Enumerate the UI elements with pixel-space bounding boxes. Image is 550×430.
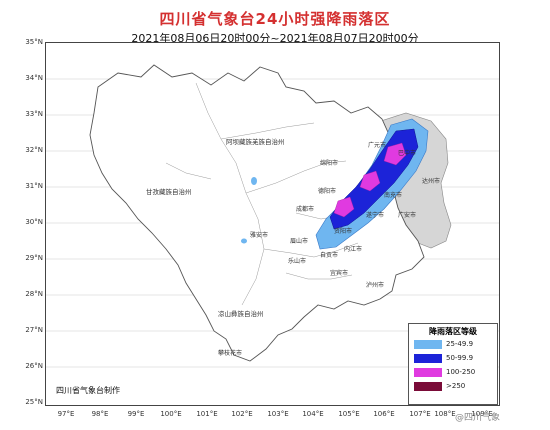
legend-swatch (414, 368, 442, 377)
city-label: 广元市 (368, 142, 387, 149)
lat-tick: 27°N (25, 326, 43, 334)
legend-title: 降雨落区等级 (429, 327, 477, 336)
sichuan-province-shape (89, 64, 425, 362)
lake-shape (241, 238, 247, 244)
city-label: 雅安市 (250, 232, 269, 239)
legend-swatch (414, 354, 442, 363)
lat-tick: 25°N (25, 398, 43, 406)
city-label: 德阳市 (318, 188, 337, 195)
legend-label: 100-250 (446, 368, 476, 376)
city-label: 攀枝花市 (218, 350, 243, 357)
map-subtitle: 2021年08月06日20时00分~2021年08月07日20时00分 (131, 32, 419, 45)
legend: 降雨落区等级 25-49.9 50-99.9 100-250 >250 (408, 323, 498, 405)
lon-tick: 98°E (91, 410, 109, 418)
map-title: 四川省气象台24小时强降雨落区 (159, 10, 391, 28)
lon-tick: 106°E (373, 410, 395, 418)
region-label: 甘孜藏族自治州 (146, 188, 192, 196)
city-label: 成都市 (296, 206, 315, 213)
region-label: 阿坝藏族羌族自治州 (226, 138, 285, 146)
lat-tick: 35°N (25, 38, 43, 46)
rain-zone-100-250-north-shape (383, 142, 407, 166)
lon-tick: 97°E (57, 410, 75, 418)
lat-tick: 29°N (25, 254, 43, 262)
lon-tick: 109°E (471, 410, 493, 418)
lat-tick: 31°N (25, 182, 43, 190)
city-label: 乐山市 (288, 258, 307, 265)
lon-tick: 105°E (338, 410, 360, 418)
legend-label: 50-99.9 (446, 354, 474, 362)
region-label: 凉山彝族自治州 (218, 310, 264, 318)
city-label: 资阳市 (334, 228, 353, 235)
legend-label: >250 (446, 382, 466, 390)
lon-tick: 107°E (409, 410, 431, 418)
lat-tick: 34°N (25, 74, 43, 82)
watermark: @四川气象 (455, 413, 501, 423)
lake-shape (251, 177, 257, 185)
city-label: 泸州市 (366, 282, 385, 289)
city-label: 宜宾市 (330, 270, 349, 277)
city-label: 自贡市 (320, 252, 339, 259)
city-label: 绵阳市 (320, 160, 339, 167)
legend-swatch (414, 382, 442, 391)
lon-tick: 99°E (127, 410, 145, 418)
lat-tick: 30°N (25, 218, 43, 226)
lon-tick: 104°E (302, 410, 324, 418)
legend-label: 25-49.9 (446, 340, 474, 348)
rain-zone-100-250-south-shape (333, 196, 355, 218)
city-label: 南充市 (384, 192, 403, 199)
lat-tick: 28°N (25, 290, 43, 298)
city-label: 广安市 (398, 212, 417, 219)
lon-tick: 101°E (196, 410, 218, 418)
lon-tick: 102°E (231, 410, 253, 418)
legend-swatch (414, 340, 442, 349)
lon-tick: 108°E (434, 410, 456, 418)
map-canvas (46, 64, 499, 368)
lon-tick: 100°E (160, 410, 182, 418)
lat-tick: 32°N (25, 146, 43, 154)
city-label: 巴中市 (398, 150, 417, 157)
rain-zone-100-250-mid-shape (359, 170, 381, 192)
city-label: 眉山市 (290, 238, 309, 245)
city-label: 内江市 (344, 246, 363, 253)
city-label: 遂宁市 (366, 212, 385, 219)
lat-tick: 33°N (25, 110, 43, 118)
lon-tick: 103°E (267, 410, 289, 418)
city-label: 达州市 (422, 178, 441, 185)
agency-credit: 四川省气象台制作 (56, 386, 120, 395)
lat-tick: 26°N (25, 362, 43, 370)
